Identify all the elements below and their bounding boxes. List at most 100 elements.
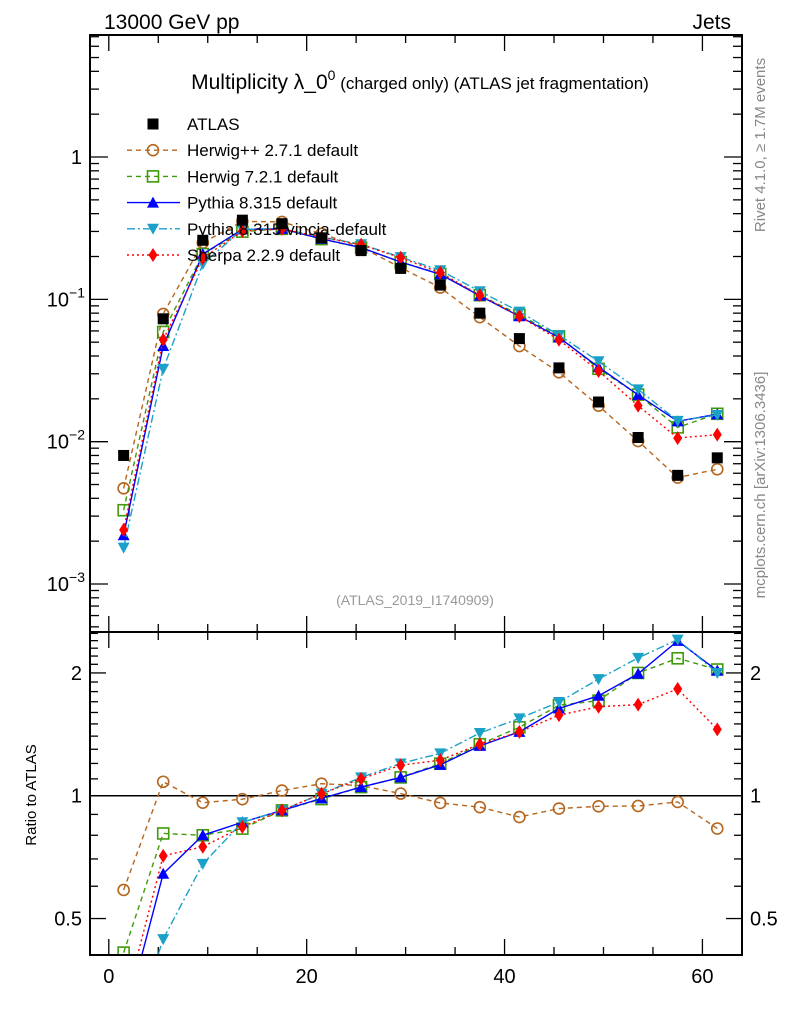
ratio-point: [355, 781, 368, 793]
ratio-line: [122, 780, 718, 891]
data-point: [157, 313, 169, 325]
ratio-line: [141, 640, 718, 955]
ratio-y-tick-label-right: 2: [750, 663, 761, 685]
ratio-point: [119, 1002, 128, 1016]
ratio-point: [236, 792, 249, 806]
x-tick-label: 0: [103, 966, 114, 988]
series-line: [122, 228, 718, 531]
ratio-point: [514, 724, 524, 739]
data-point: [118, 449, 130, 461]
legend-label: Pythia 8.315 vincia-default: [187, 220, 387, 239]
legend-marker: [147, 196, 159, 208]
data-point: [554, 332, 564, 347]
ratio-point: [198, 839, 208, 854]
ratio-point: [475, 737, 485, 752]
legend-label: ATLAS: [187, 115, 240, 134]
ratio-point: [710, 822, 724, 835]
ratio-point: [554, 708, 564, 723]
data-point: [157, 363, 170, 375]
ratio-point: [117, 946, 130, 955]
series-line: [122, 228, 718, 536]
main-axes: 110−110−210−3: [47, 35, 742, 632]
ratio-point: [196, 858, 209, 870]
source-label: mcplots.cern.ch [arXiv:1306.3436]: [752, 372, 769, 599]
legend-item: Pythia 8.315 default: [127, 194, 338, 213]
data-point: [672, 469, 684, 481]
legend-item: ATLAS: [147, 115, 240, 134]
series-herwig-7-2-1-default: [117, 222, 724, 517]
data-point: [514, 309, 524, 324]
data-point: [395, 262, 407, 274]
ratio-point: [394, 787, 407, 800]
ratio-axes: 0 20 40 60 0.5 0.5 1 1 2 2: [54, 632, 778, 988]
ratio-point: [117, 883, 130, 897]
ratio-point: [237, 819, 247, 834]
title-sup: 0: [328, 67, 336, 83]
ratio-point: [433, 796, 447, 810]
ratio-point: [157, 934, 170, 946]
watermark: (ATLAS_2019_I1740909): [336, 592, 494, 608]
ratio-plot-area: [117, 634, 724, 1024]
ratio-point: [711, 667, 724, 679]
data-point: [632, 384, 645, 396]
legend-item: Herwig++ 2.7.1 default: [127, 141, 358, 160]
ratio-point: [631, 799, 645, 813]
ratio-y-tick-label: 1: [71, 786, 82, 808]
ratio-point: [118, 1018, 130, 1024]
series-line: [122, 228, 718, 548]
data-point: [711, 409, 724, 421]
ratio-point: [317, 786, 327, 801]
title-main: Multiplicity λ_0: [191, 71, 328, 94]
data-point: [435, 265, 445, 280]
ratio-point: [156, 827, 170, 840]
data-point: [198, 251, 208, 266]
data-point: [237, 224, 247, 239]
data-point: [434, 279, 446, 291]
ratio-y-tick-label-right: 0.5: [750, 909, 778, 931]
data-point: [355, 245, 367, 257]
ratio-point: [632, 667, 645, 679]
process-label: Jets: [692, 11, 731, 34]
legend-label: Herwig++ 2.7.1 default: [187, 141, 358, 160]
ratio-point: [473, 727, 486, 739]
ratio-line: [136, 688, 718, 955]
y-tick-exp: −3: [69, 569, 85, 585]
ratio-point: [277, 803, 287, 818]
y-tick-label: 10−2: [47, 427, 85, 454]
data-point: [119, 522, 129, 537]
ratio-y-tick-label: 0.5: [54, 909, 82, 931]
data-point: [475, 288, 485, 303]
data-point: [117, 542, 130, 554]
legend-item: Sherpa 2.2.9 default: [127, 246, 340, 265]
legend-label: Sherpa 2.2.9 default: [187, 246, 340, 265]
ratio-point: [633, 697, 643, 712]
data-point: [236, 214, 248, 226]
ratio-point: [196, 829, 209, 841]
ratio-point: [592, 689, 605, 701]
data-point: [592, 356, 605, 368]
y-tick-exp: −2: [69, 427, 85, 443]
series-line: [122, 220, 718, 489]
legend: ATLAS Herwig++ 2.7.1 default Herwig 7.2.1 …: [127, 115, 387, 265]
ratio-point: [356, 771, 366, 786]
y-tick-label: 10−3: [47, 569, 85, 596]
series-atlas-data: [118, 214, 723, 481]
legend-marker: [146, 143, 160, 157]
ratio-point: [552, 802, 566, 815]
chart-title: Multiplicity λ_00 (charged only) (ATLAS …: [191, 67, 649, 94]
legend-marker: [147, 118, 159, 130]
ratio-point: [394, 771, 407, 783]
ratio-line: [157, 638, 718, 955]
ratio-point: [157, 867, 170, 879]
ratio-point: [473, 800, 487, 814]
ratio-frame: [89, 631, 743, 956]
energy-label: 13000 GeV pp: [104, 11, 239, 34]
legend-marker: [148, 248, 158, 262]
ratio-point: [592, 674, 605, 686]
data-point: [276, 218, 288, 230]
data-point: [513, 333, 525, 345]
legend-item: Herwig 7.2.1 default: [127, 167, 338, 186]
ratio-point: [671, 795, 684, 809]
y-tick-base: 10: [47, 432, 69, 454]
